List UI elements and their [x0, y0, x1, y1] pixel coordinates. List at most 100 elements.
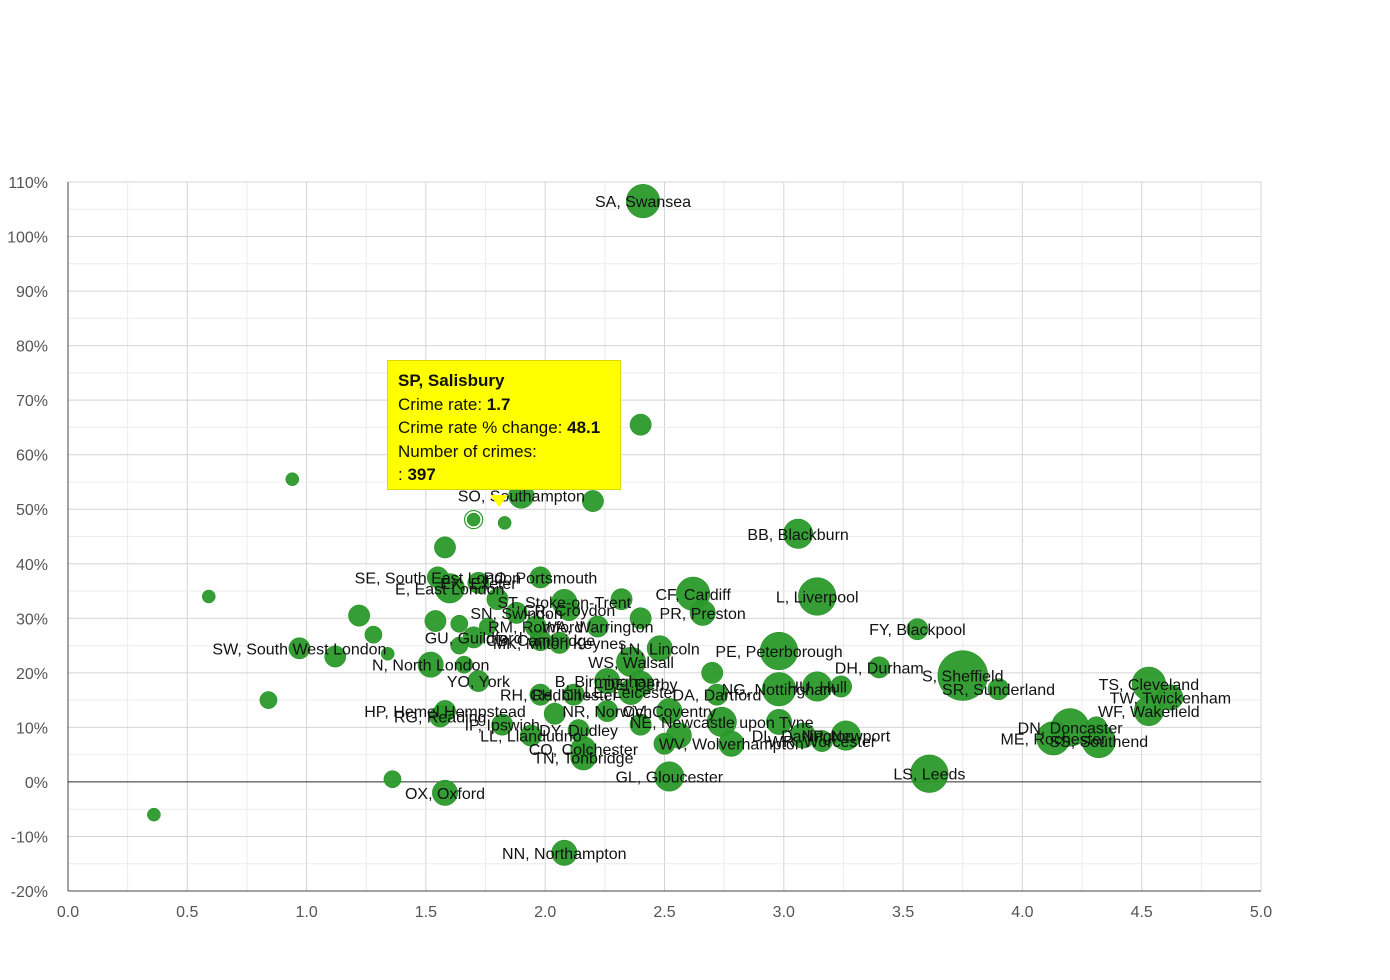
bubble[interactable]: [811, 730, 833, 752]
bubble[interactable]: [364, 625, 383, 644]
bubble[interactable]: [910, 754, 949, 793]
bubble[interactable]: [596, 700, 619, 722]
bubble[interactable]: [868, 656, 891, 679]
bubble-label: WR, Worcester: [768, 734, 877, 751]
bubble[interactable]: [505, 601, 528, 624]
bubble-label: IP, Ipswich: [465, 718, 540, 735]
bubble-label: S, Sheffield: [922, 669, 1004, 686]
bubble[interactable]: [529, 566, 552, 589]
bubble[interactable]: [798, 577, 837, 616]
bubble[interactable]: [761, 672, 797, 707]
bubble[interactable]: [383, 770, 402, 789]
bubble[interactable]: [455, 655, 473, 674]
y-tick-label: 40%: [16, 557, 48, 574]
bubble[interactable]: [479, 617, 497, 636]
bubble[interactable]: [646, 635, 673, 662]
bubble[interactable]: [147, 807, 161, 822]
bubble[interactable]: [558, 599, 580, 622]
bubble[interactable]: [462, 626, 485, 649]
bubble-label: CF, Cardiff: [655, 587, 731, 604]
bubble[interactable]: [783, 518, 814, 549]
bubble[interactable]: [766, 708, 792, 735]
label-layer: SA, Swansea SO, Southampton BB, Blackburn S…: [212, 194, 1231, 863]
bubble[interactable]: [348, 604, 370, 627]
bubble-label: RM, Romford: [488, 619, 583, 636]
bubble[interactable]: [417, 651, 444, 678]
bubble[interactable]: [543, 702, 566, 725]
tooltip-rate-value: 1.7: [486, 394, 511, 414]
bubble[interactable]: [629, 607, 652, 630]
bubble[interactable]: [426, 566, 449, 589]
bubble[interactable]: [519, 724, 542, 747]
bubble[interactable]: [594, 668, 621, 694]
bubble-label: SO, Southampton: [458, 489, 585, 506]
bubble[interactable]: [562, 683, 585, 706]
bubble[interactable]: [467, 670, 490, 692]
bubble[interactable]: [629, 713, 652, 736]
bubble[interactable]: [618, 678, 645, 705]
bubble-label: WF, Wakefield: [1098, 704, 1200, 721]
bubble[interactable]: [432, 779, 458, 806]
bubble[interactable]: [653, 732, 676, 755]
bubble[interactable]: [689, 599, 716, 626]
bubble[interactable]: [701, 661, 724, 684]
bubble[interactable]: [429, 705, 452, 728]
bubble[interactable]: [497, 516, 512, 530]
bubble[interactable]: [548, 631, 571, 654]
bubble[interactable]: [285, 472, 300, 487]
bubble[interactable]: [1133, 696, 1164, 727]
bubble[interactable]: [529, 683, 552, 706]
bubble[interactable]: [466, 512, 481, 527]
bubble[interactable]: [486, 588, 509, 611]
bubble[interactable]: [450, 636, 469, 655]
bubble[interactable]: [830, 675, 852, 698]
bubble[interactable]: [718, 730, 745, 757]
bubble[interactable]: [987, 678, 1010, 701]
bubble[interactable]: [450, 614, 469, 633]
bubble[interactable]: [551, 839, 578, 866]
y-tick-label: 70%: [16, 393, 48, 410]
bubble[interactable]: [380, 646, 395, 661]
bubble[interactable]: [201, 589, 216, 604]
x-tick-label: 0.5: [176, 904, 198, 921]
bubble[interactable]: [567, 719, 590, 742]
bubble-label: SR, Sunderland: [942, 682, 1055, 699]
bubble[interactable]: [586, 615, 609, 638]
bubble[interactable]: [1157, 684, 1184, 711]
bubble-label: SN, Swindon: [470, 606, 563, 623]
bubble[interactable]: [570, 744, 597, 771]
bubble-label: HU, Hull: [787, 679, 847, 696]
bubble[interactable]: [288, 637, 311, 660]
bubble-label: B, Birmingham: [555, 674, 660, 691]
bubble[interactable]: [324, 645, 347, 668]
bubble[interactable]: [467, 571, 490, 594]
bubble[interactable]: [424, 610, 447, 632]
bubble[interactable]: [610, 588, 633, 611]
bubble-label: SA, Swansea: [595, 194, 691, 211]
bubble-label: NN, Northampton: [502, 846, 627, 863]
bubble-label: SS, Southend: [1049, 734, 1148, 751]
bubble[interactable]: [1085, 716, 1108, 739]
x-tick-label: 1.5: [415, 904, 437, 921]
bubble-label: HP, Hemel Hempstead: [364, 704, 526, 721]
bubble[interactable]: [937, 650, 988, 701]
bubble[interactable]: [582, 490, 604, 512]
bubble[interactable]: [259, 691, 278, 709]
bubble-label: PO, Portsmouth: [484, 570, 598, 587]
bubble[interactable]: [1036, 721, 1071, 756]
bubble[interactable]: [625, 184, 661, 219]
bubble[interactable]: [491, 713, 514, 736]
tooltip-rate-label: Crime rate:: [398, 394, 487, 414]
y-tick-label: 0%: [25, 775, 48, 792]
bubble[interactable]: [654, 761, 685, 792]
bubble[interactable]: [434, 536, 456, 559]
bubble[interactable]: [759, 631, 799, 671]
bubble-label: BB, Blackburn: [747, 527, 848, 544]
bubble[interactable]: [906, 618, 929, 641]
bubble[interactable]: [629, 413, 652, 436]
bubble[interactable]: [656, 698, 683, 724]
tooltip-count-value: 397: [407, 465, 436, 484]
x-tick-label: 4.0: [1011, 904, 1033, 921]
bubble[interactable]: [706, 683, 728, 706]
